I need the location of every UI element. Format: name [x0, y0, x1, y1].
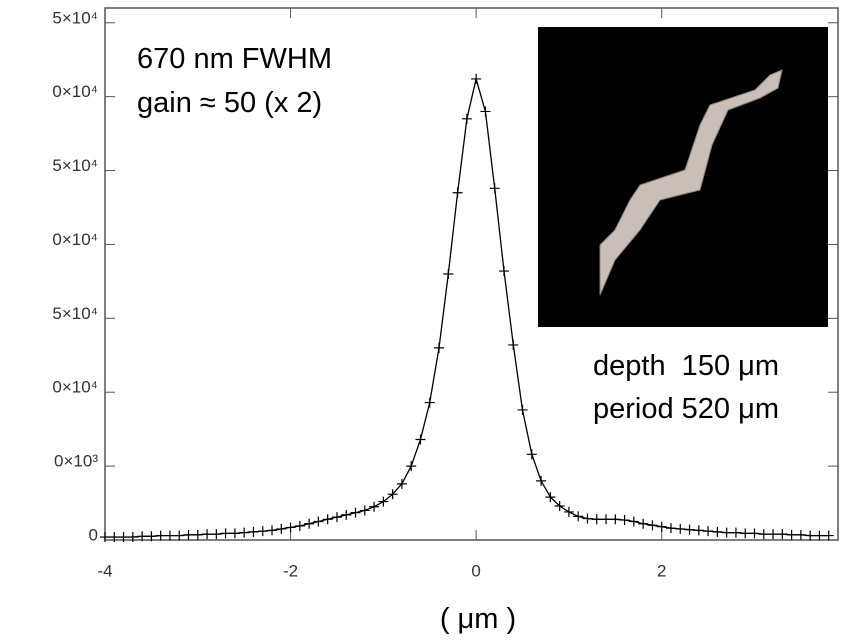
- data-marker: [795, 529, 806, 540]
- data-marker: [749, 528, 760, 539]
- data-marker: [452, 187, 463, 198]
- data-marker: [573, 511, 584, 522]
- data-marker: [721, 527, 732, 538]
- data-marker: [601, 514, 612, 525]
- data-marker: [164, 530, 175, 541]
- data-marker: [434, 342, 445, 353]
- data-marker: [563, 506, 574, 517]
- data-marker: [267, 525, 278, 536]
- annotation: depth 150 μm: [593, 350, 779, 382]
- data-marker: [471, 73, 482, 84]
- data-marker: [146, 531, 157, 542]
- data-marker: [322, 514, 333, 525]
- data-marker: [331, 512, 342, 523]
- data-marker: [424, 397, 435, 408]
- data-marker: [582, 513, 593, 524]
- data-marker: [100, 532, 110, 543]
- data-marker: [257, 526, 268, 537]
- data-marker: [369, 501, 380, 512]
- data-marker: [786, 529, 797, 540]
- data-marker: [517, 404, 528, 415]
- data-marker: [591, 514, 602, 525]
- data-marker: [109, 532, 120, 543]
- data-marker: [610, 514, 621, 525]
- data-marker: [155, 530, 166, 541]
- data-marker: [693, 525, 704, 536]
- data-marker: [378, 496, 389, 507]
- data-marker: [536, 475, 547, 486]
- data-marker: [647, 520, 658, 531]
- data-marker: [443, 269, 454, 279]
- data-marker: [675, 523, 686, 534]
- data-marker: [545, 492, 556, 503]
- y-tick-label: 5×10⁴: [52, 304, 98, 323]
- data-marker: [294, 520, 305, 531]
- data-marker: [359, 505, 370, 516]
- data-marker: [341, 509, 352, 520]
- x-tick-label: -4: [97, 561, 112, 580]
- data-marker: [638, 518, 649, 529]
- data-marker: [127, 532, 138, 543]
- data-marker: [211, 529, 222, 540]
- y-tick-label: 0×10³: [54, 452, 98, 471]
- annotation: period 520 μm: [593, 393, 779, 425]
- data-marker: [768, 529, 779, 540]
- data-marker: [489, 183, 500, 194]
- annotation: gain ≈ 50 (x 2): [137, 87, 322, 119]
- data-marker: [137, 531, 148, 542]
- data-marker: [823, 530, 834, 541]
- data-marker: [758, 529, 769, 540]
- data-marker: [285, 522, 296, 533]
- data-marker: [703, 526, 714, 537]
- data-marker: [665, 523, 676, 534]
- data-marker: [814, 530, 825, 541]
- data-marker: [192, 529, 203, 540]
- x-tick-label: 0: [471, 561, 480, 580]
- data-marker: [276, 523, 287, 534]
- data-marker: [415, 434, 426, 445]
- data-marker: [712, 526, 723, 537]
- annotation: 670 nm FWHM: [137, 43, 332, 75]
- plot-frame: [104, 7, 839, 541]
- data-marker: [628, 516, 639, 527]
- data-marker: [248, 526, 259, 537]
- data-marker: [313, 516, 324, 527]
- data-marker: [396, 478, 407, 489]
- y-tick-label: 5×10⁴: [52, 156, 98, 175]
- data-marker: [740, 528, 751, 539]
- data-marker: [508, 339, 519, 350]
- data-marker: [387, 489, 398, 500]
- data-marker: [526, 449, 537, 460]
- y-tick-label: 0×10⁴: [52, 230, 98, 249]
- y-tick-label: 0×10⁴: [52, 378, 98, 397]
- data-marker: [174, 530, 185, 541]
- data-marker: [350, 507, 361, 518]
- data-marker: [406, 461, 417, 472]
- data-marker: [239, 527, 250, 538]
- x-axis-label: ( μm ): [440, 603, 516, 635]
- data-marker: [118, 532, 129, 543]
- data-marker: [498, 266, 509, 277]
- data-marker: [202, 529, 213, 540]
- data-marker: [777, 529, 788, 540]
- data-marker: [183, 529, 194, 540]
- x-tick-label: 2: [657, 561, 666, 580]
- data-marker: [304, 518, 315, 529]
- inset-image: [538, 27, 828, 327]
- data-marker: [480, 106, 491, 117]
- y-tick-label: 0: [89, 525, 98, 544]
- data-marker: [684, 524, 695, 535]
- data-marker: [805, 530, 816, 541]
- y-tick-label: 0×10⁴: [52, 82, 98, 101]
- data-marker: [656, 521, 667, 532]
- x-tick-label: -2: [283, 561, 298, 580]
- y-tick-label: 5×10⁴: [52, 8, 98, 27]
- data-marker: [554, 501, 565, 512]
- data-marker: [220, 528, 231, 539]
- data-marker: [730, 527, 741, 538]
- data-marker: [229, 528, 240, 539]
- data-marker: [619, 515, 630, 526]
- data-marker: [461, 113, 472, 124]
